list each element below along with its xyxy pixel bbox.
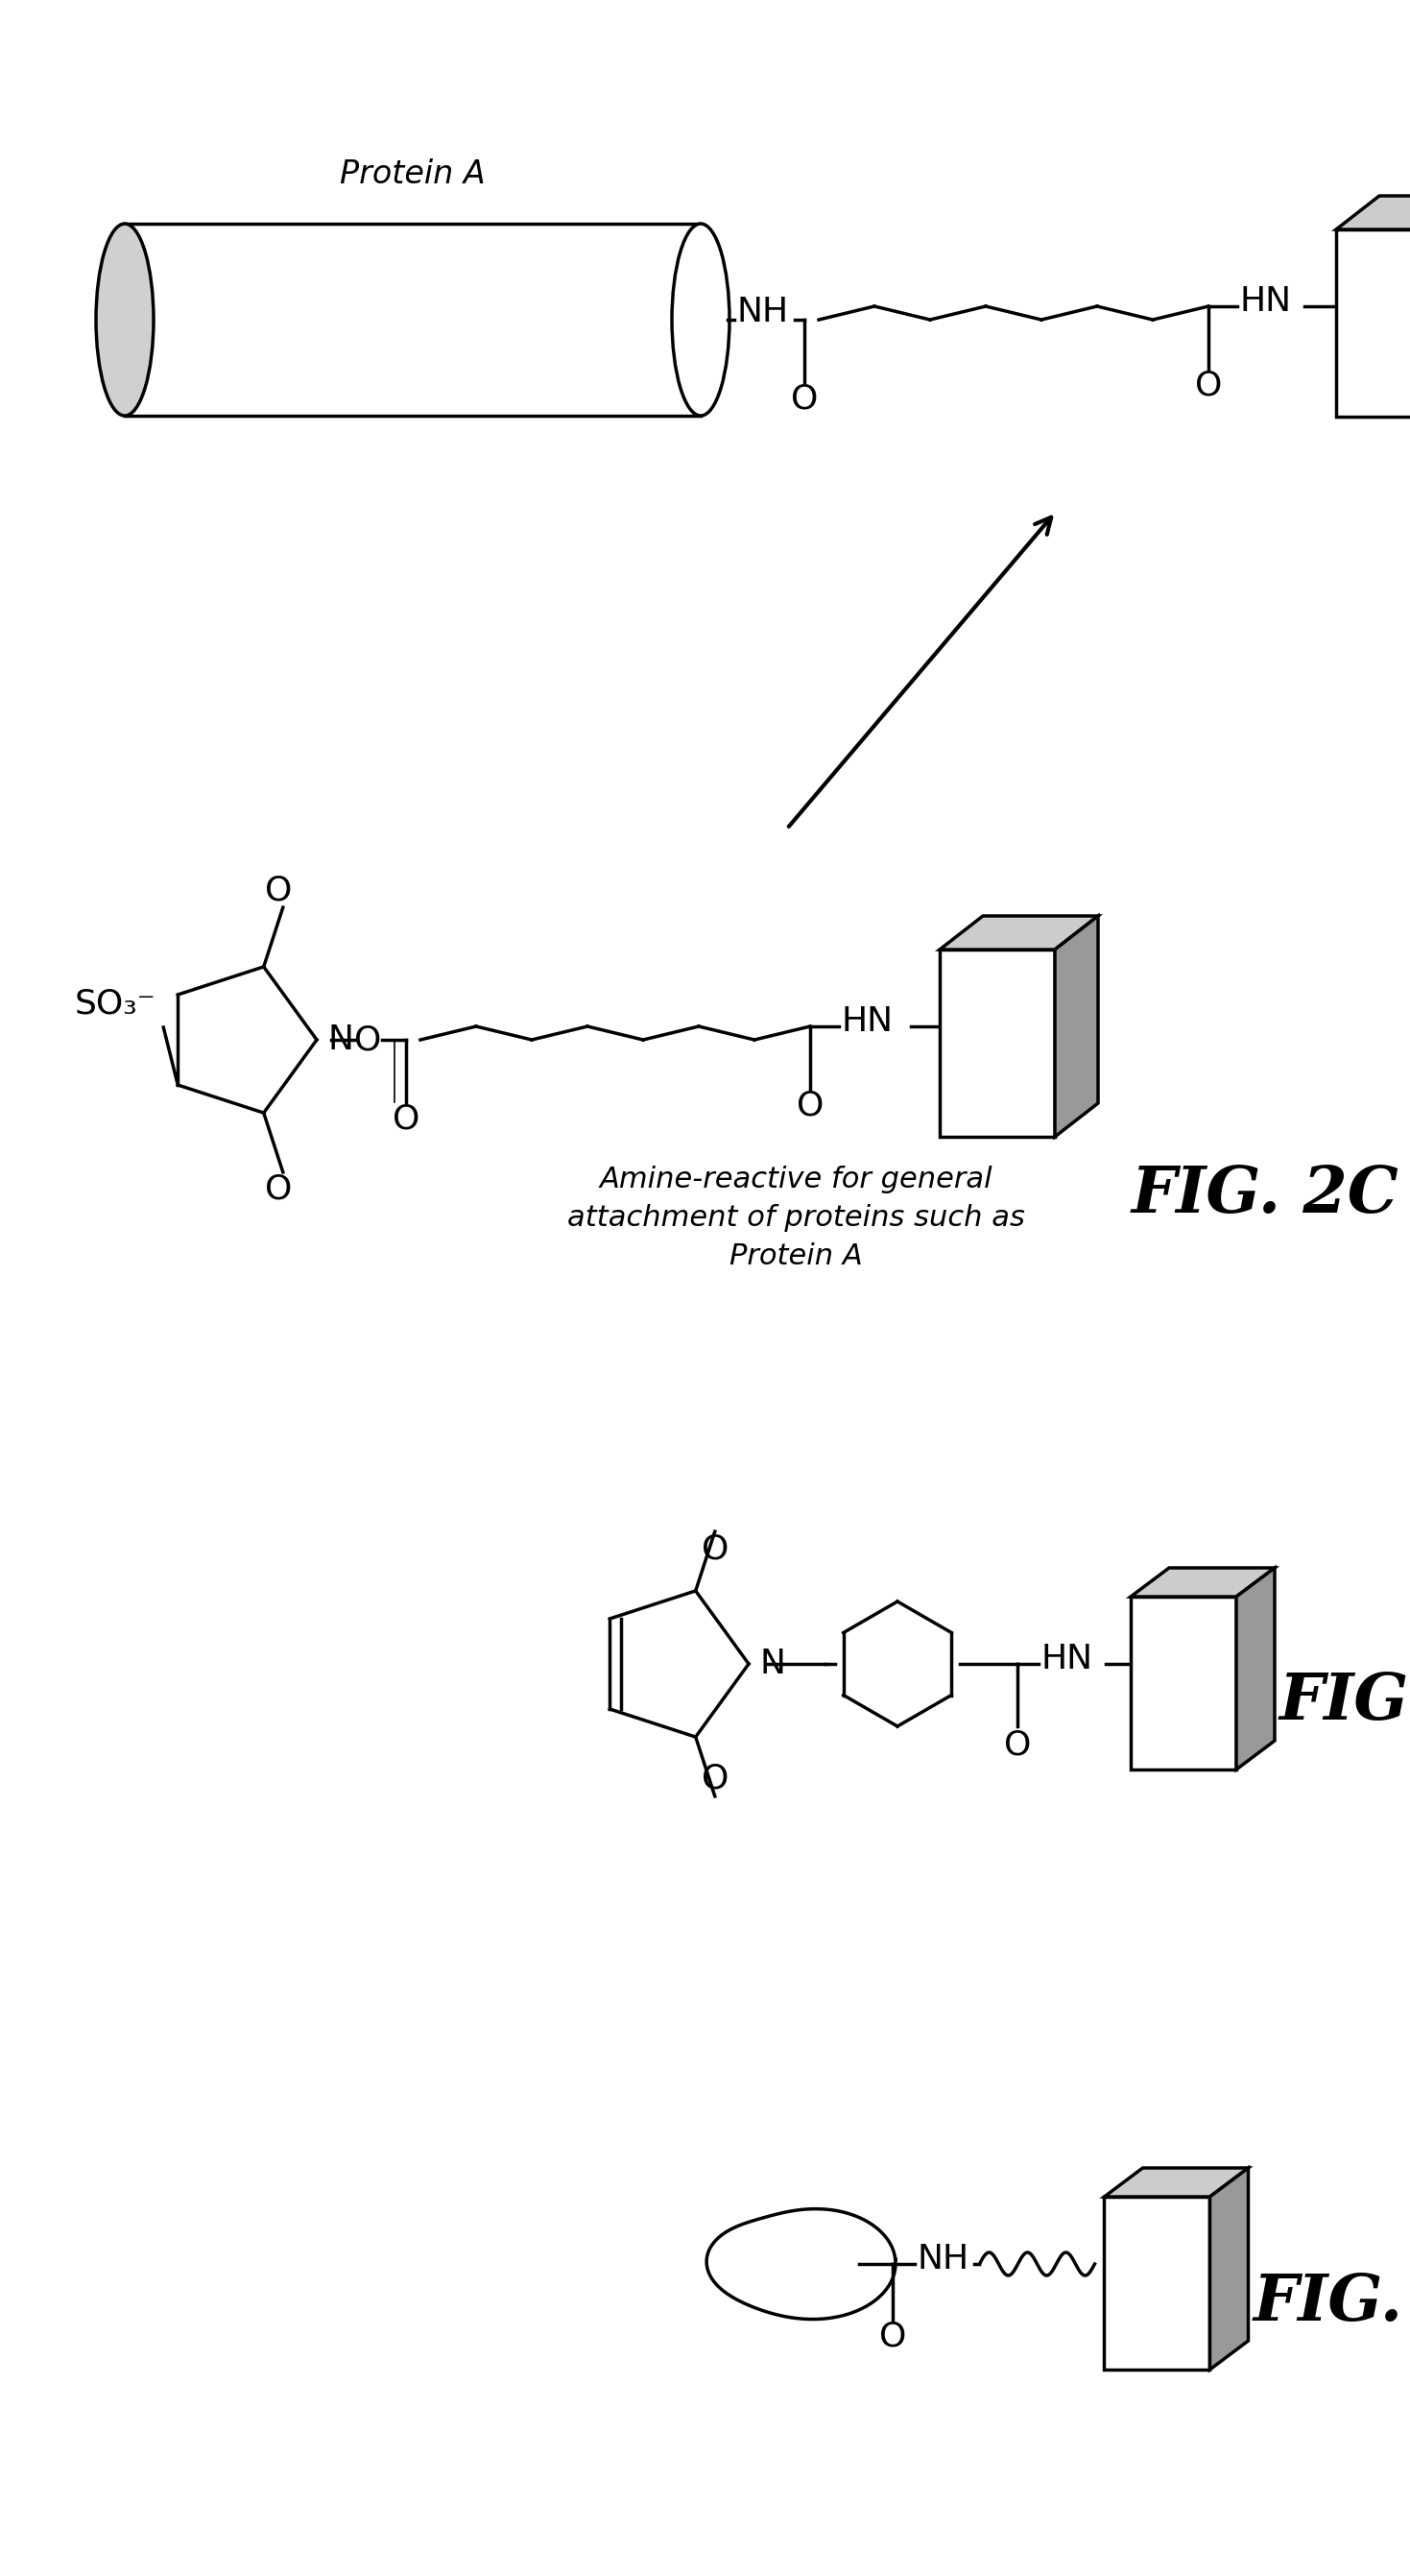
Text: N: N xyxy=(760,1649,787,1680)
Polygon shape xyxy=(1337,229,1410,417)
Text: attachment of proteins such as: attachment of proteins such as xyxy=(567,1203,1025,1231)
Text: O: O xyxy=(354,1023,381,1056)
Text: FIG. 2A: FIG. 2A xyxy=(1253,2272,1410,2334)
Polygon shape xyxy=(939,917,1098,951)
Polygon shape xyxy=(1237,1569,1275,1770)
Text: HN: HN xyxy=(1241,286,1292,317)
Polygon shape xyxy=(1131,1569,1275,1597)
Ellipse shape xyxy=(96,224,154,415)
Polygon shape xyxy=(1055,917,1098,1136)
Text: Protein A: Protein A xyxy=(729,1242,863,1270)
Polygon shape xyxy=(1104,2169,1248,2197)
Polygon shape xyxy=(939,951,1055,1136)
Polygon shape xyxy=(1337,196,1410,229)
Text: O: O xyxy=(1004,1728,1031,1762)
Ellipse shape xyxy=(673,224,729,415)
Text: NH: NH xyxy=(916,2244,969,2275)
Polygon shape xyxy=(706,2208,895,2318)
Polygon shape xyxy=(1210,2169,1248,2370)
Text: O: O xyxy=(701,1762,729,1795)
Text: FIG. 2B: FIG. 2B xyxy=(1279,1672,1410,1734)
Polygon shape xyxy=(124,224,701,415)
Text: NH: NH xyxy=(737,296,790,327)
Text: O: O xyxy=(797,1090,823,1121)
Polygon shape xyxy=(1104,2197,1210,2370)
Text: N: N xyxy=(329,1023,354,1056)
Text: O: O xyxy=(701,1533,729,1566)
Text: FIG. 2C: FIG. 2C xyxy=(1132,1164,1399,1226)
Polygon shape xyxy=(1131,1597,1237,1770)
Text: Protein A: Protein A xyxy=(340,157,485,191)
Text: O: O xyxy=(265,1172,292,1206)
Text: SO₃⁻: SO₃⁻ xyxy=(75,987,157,1020)
Text: O: O xyxy=(880,2318,907,2352)
Text: O: O xyxy=(1194,368,1222,402)
Text: O: O xyxy=(265,873,292,907)
Text: O: O xyxy=(392,1103,420,1136)
Text: HN: HN xyxy=(1042,1643,1093,1674)
Text: O: O xyxy=(791,381,818,415)
Text: Amine-reactive for general: Amine-reactive for general xyxy=(599,1164,993,1193)
Text: HN: HN xyxy=(842,1005,894,1038)
